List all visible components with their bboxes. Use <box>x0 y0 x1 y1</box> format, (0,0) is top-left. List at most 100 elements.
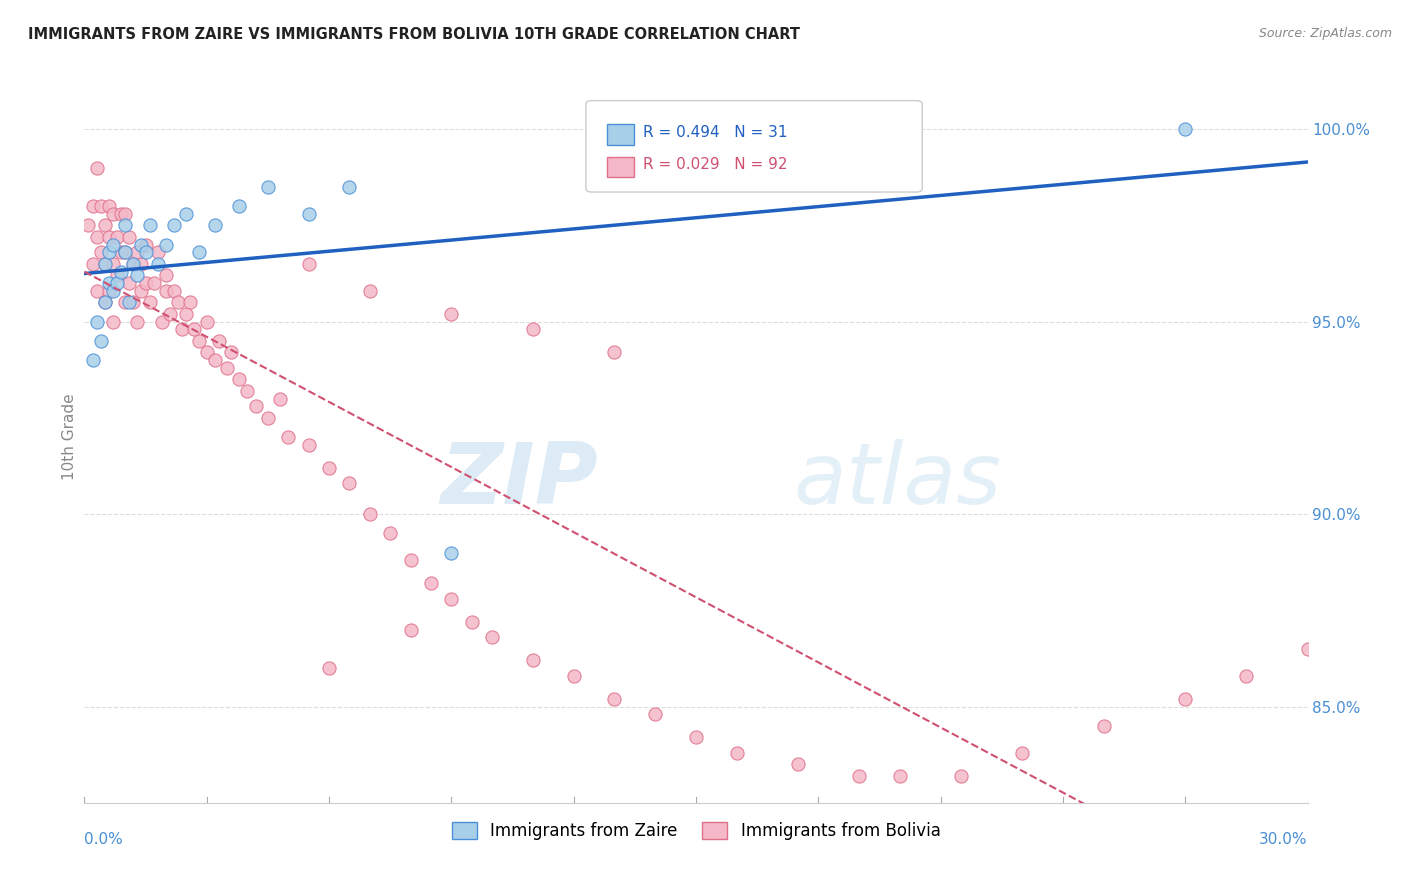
Point <box>481 630 503 644</box>
Point <box>1092 719 1115 733</box>
Point <box>146 245 169 260</box>
Point <box>195 345 218 359</box>
Point <box>118 276 141 290</box>
Point <box>889 769 911 783</box>
Point <box>101 207 124 221</box>
Point <box>1174 691 1197 706</box>
Point <box>150 315 173 329</box>
Point <box>110 264 132 278</box>
Point <box>1296 641 1319 656</box>
Point <box>86 284 108 298</box>
Point <box>155 268 177 283</box>
Point <box>848 769 870 783</box>
Point <box>420 576 443 591</box>
Point <box>105 268 128 283</box>
Point <box>101 237 124 252</box>
Point <box>142 276 165 290</box>
Point <box>110 245 132 260</box>
Point <box>204 219 226 233</box>
Point <box>118 295 141 310</box>
Point <box>440 545 463 559</box>
Point <box>644 707 666 722</box>
Point <box>159 307 181 321</box>
Point <box>122 295 145 310</box>
Point <box>93 295 115 310</box>
Point <box>97 230 120 244</box>
Point <box>110 207 132 221</box>
Point <box>399 553 422 567</box>
Point <box>114 245 136 260</box>
Point <box>90 245 112 260</box>
Point <box>950 769 973 783</box>
Point <box>183 322 205 336</box>
Point <box>114 245 136 260</box>
Point <box>97 276 120 290</box>
Point <box>93 257 115 271</box>
Point <box>93 219 115 233</box>
Point <box>97 284 120 298</box>
Point <box>82 257 104 271</box>
Point <box>131 237 153 252</box>
Point <box>257 410 280 425</box>
Point <box>93 295 115 310</box>
Point <box>257 179 280 194</box>
Point <box>135 245 157 260</box>
Point <box>298 257 321 271</box>
Point <box>217 360 239 375</box>
Point <box>318 661 340 675</box>
Point <box>204 353 226 368</box>
Point <box>318 461 340 475</box>
Bar <box>606 124 634 145</box>
Point <box>339 179 361 194</box>
Point <box>380 526 402 541</box>
Point <box>122 257 145 271</box>
Point <box>138 219 160 233</box>
Text: ZIP: ZIP <box>440 440 598 523</box>
Point <box>114 295 136 310</box>
Text: IMMIGRANTS FROM ZAIRE VS IMMIGRANTS FROM BOLIVIA 10TH GRADE CORRELATION CHART: IMMIGRANTS FROM ZAIRE VS IMMIGRANTS FROM… <box>28 27 800 42</box>
FancyBboxPatch shape <box>586 101 922 192</box>
Point <box>1236 669 1258 683</box>
Point <box>122 257 145 271</box>
Point <box>359 284 381 298</box>
Point <box>208 334 231 348</box>
Point <box>86 315 108 329</box>
Text: R = 0.029   N = 92: R = 0.029 N = 92 <box>644 157 787 172</box>
Point <box>359 507 381 521</box>
Point <box>127 315 149 329</box>
Point <box>725 746 748 760</box>
Point <box>172 322 194 336</box>
Point <box>101 257 124 271</box>
Point <box>97 199 120 213</box>
Point <box>522 322 544 336</box>
Point <box>187 334 209 348</box>
Point <box>603 691 626 706</box>
Point <box>562 669 585 683</box>
Point <box>522 653 544 667</box>
Point <box>163 284 186 298</box>
Point <box>228 199 250 213</box>
Point <box>195 315 218 329</box>
Point <box>1174 122 1197 136</box>
Point <box>174 307 197 321</box>
Point <box>105 230 128 244</box>
Point <box>93 257 115 271</box>
Point <box>219 345 242 359</box>
Point <box>146 257 169 271</box>
Point <box>138 295 160 310</box>
Point <box>277 430 299 444</box>
Point <box>187 245 209 260</box>
Point <box>155 237 177 252</box>
Point <box>101 284 124 298</box>
Point <box>86 230 108 244</box>
Text: R = 0.494   N = 31: R = 0.494 N = 31 <box>644 125 787 139</box>
Point <box>269 392 291 406</box>
Point <box>131 284 153 298</box>
Point <box>77 219 100 233</box>
Point <box>114 219 136 233</box>
Point <box>105 276 128 290</box>
Point <box>163 219 186 233</box>
Text: 0.0%: 0.0% <box>84 832 124 847</box>
Point <box>603 345 626 359</box>
Point <box>90 334 112 348</box>
